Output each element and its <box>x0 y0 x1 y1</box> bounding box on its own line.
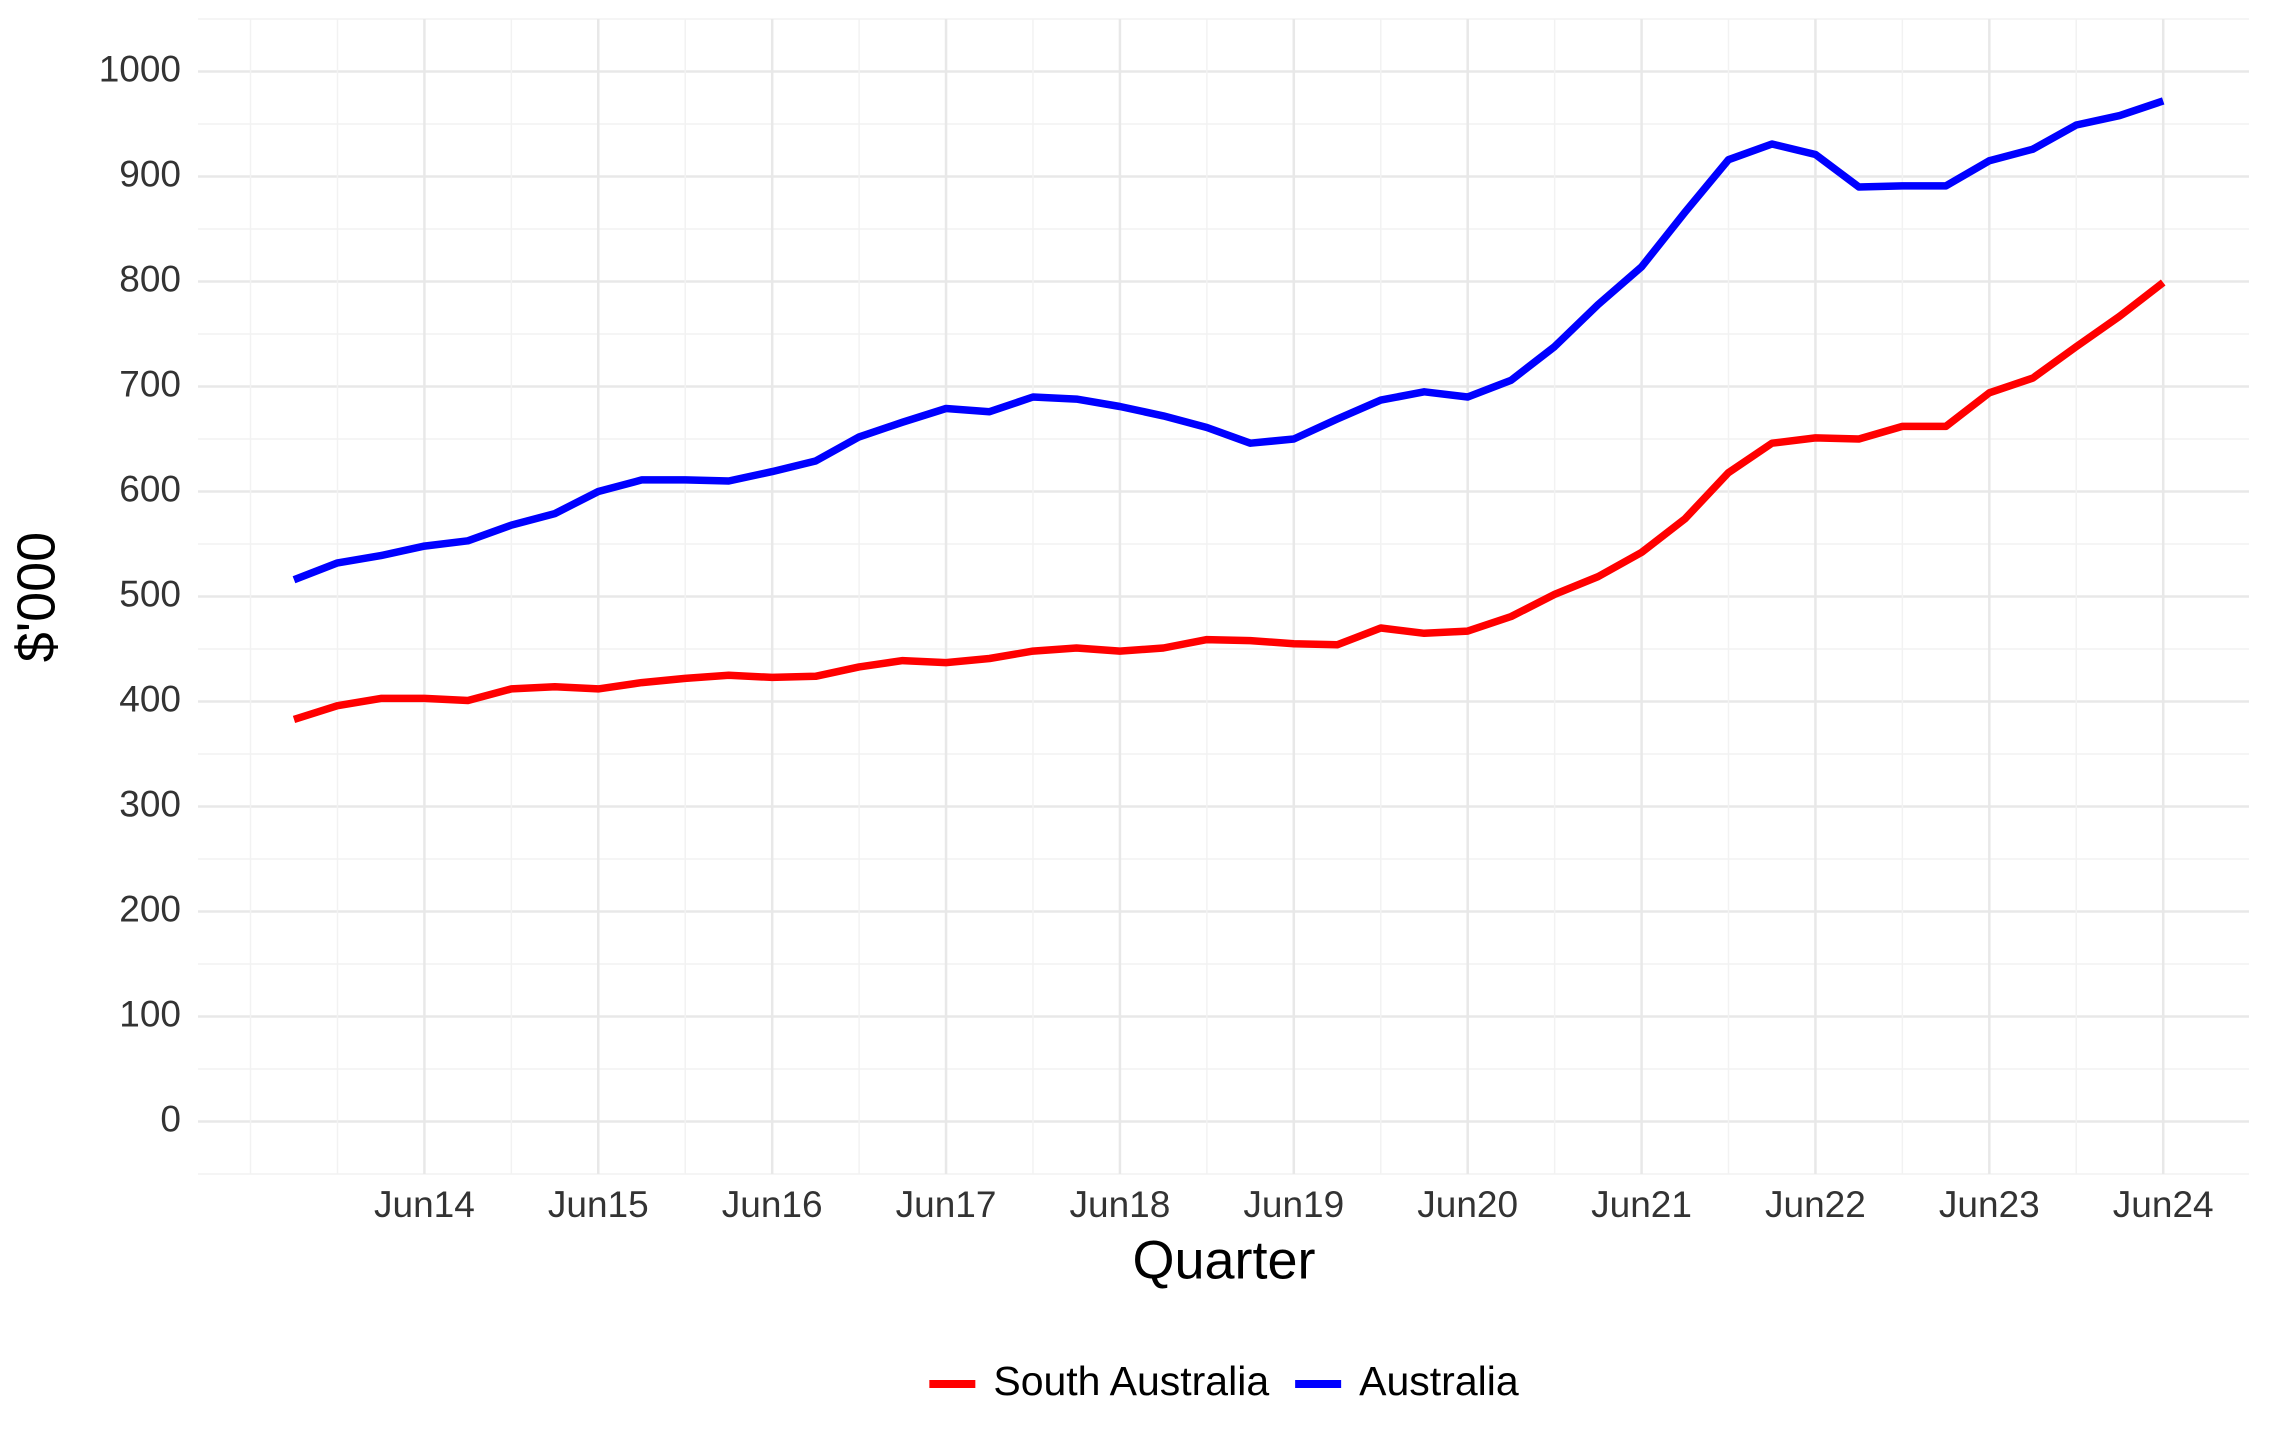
y-tick-label: 700 <box>119 363 181 404</box>
y-tick-label: 1000 <box>99 48 181 89</box>
y-tick-label: 500 <box>119 573 181 614</box>
x-tick-label: Jun22 <box>1765 1184 1866 1225</box>
y-tick-label: 800 <box>119 258 181 299</box>
x-tick-label: Jun14 <box>374 1184 475 1225</box>
x-tick-label: Jun16 <box>722 1184 823 1225</box>
y-tick-label: 200 <box>119 888 181 929</box>
y-tick-label: 0 <box>160 1098 181 1139</box>
series-line <box>292 97 2165 584</box>
y-tick-label: 100 <box>119 993 181 1034</box>
legend-label: Australia <box>1359 1358 1519 1404</box>
x-tick-label: Jun21 <box>1591 1184 1692 1225</box>
x-tick-label: Jun19 <box>1243 1184 1344 1225</box>
x-axis-title: Quarter <box>1132 1230 1315 1290</box>
y-tick-label: 300 <box>119 783 181 824</box>
y-tick-label: 400 <box>119 678 181 719</box>
x-tick-label: Jun17 <box>896 1184 997 1225</box>
x-tick-label: Jun24 <box>2113 1184 2214 1225</box>
grid: 0 100 200 300 400 500 600 700 800 900 1000 Jun14 Jun… <box>99 18 2249 1225</box>
series-line <box>292 279 2166 723</box>
y-tick-label: 900 <box>119 153 181 194</box>
y-tick-label: 600 <box>119 468 181 509</box>
legend: South Australia Australia <box>929 1358 1519 1404</box>
y-axis-title: $'000 <box>6 532 66 662</box>
lines <box>292 97 2166 723</box>
legend-label: South Australia <box>993 1358 1269 1404</box>
x-tick-label: Jun15 <box>548 1184 649 1225</box>
x-tick-label: Jun23 <box>1939 1184 2040 1225</box>
x-tick-label: Jun18 <box>1070 1184 1171 1225</box>
x-tick-label: Jun20 <box>1417 1184 1518 1225</box>
